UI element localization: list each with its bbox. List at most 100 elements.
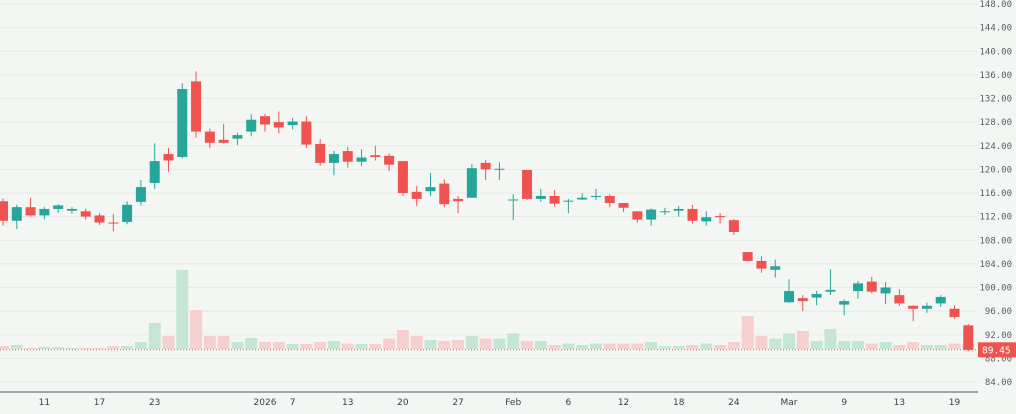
candle-body [149, 161, 160, 183]
time-axis[interactable]: 11 17 23 2026 7 13 20 27 Feb 6 12 18 24 Mar 9 13 19 [39, 398, 961, 408]
candle[interactable] [94, 213, 105, 225]
candle[interactable] [508, 194, 519, 221]
candle[interactable] [177, 83, 188, 159]
x-tick-label: 13 [894, 398, 905, 408]
candle[interactable] [880, 282, 891, 305]
candle[interactable] [494, 162, 505, 181]
candle-body [590, 195, 601, 197]
candle[interactable] [384, 153, 395, 172]
volume-bar [355, 344, 368, 349]
candle[interactable] [659, 207, 670, 215]
candle[interactable] [770, 259, 781, 278]
candle[interactable] [163, 148, 174, 172]
candle[interactable] [328, 151, 339, 176]
volume-bar [851, 341, 864, 349]
x-tick-label: 6 [566, 398, 572, 408]
candle[interactable] [480, 159, 491, 181]
candle[interactable] [715, 213, 726, 224]
candle[interactable] [356, 149, 367, 166]
candle[interactable] [742, 252, 753, 262]
candle[interactable] [949, 305, 960, 319]
y-tick-label: 144.00 [979, 24, 1012, 34]
candle[interactable] [549, 190, 560, 207]
candle[interactable] [894, 289, 905, 306]
volume-bar [865, 343, 878, 349]
candle[interactable] [191, 71, 202, 138]
candle[interactable] [866, 276, 877, 294]
candle[interactable] [563, 198, 574, 214]
candle[interactable] [370, 145, 381, 161]
y-tick-label: 104.00 [979, 260, 1012, 270]
volume-bars [0, 270, 975, 349]
volume-bar [603, 343, 616, 349]
candle[interactable] [963, 324, 974, 352]
volume-bar [38, 347, 51, 349]
candle[interactable] [935, 295, 946, 307]
volume-bar [755, 336, 768, 349]
y-tick-label: 136.00 [979, 71, 1012, 81]
candle-body [811, 293, 822, 298]
candle[interactable] [453, 195, 464, 214]
candle[interactable] [425, 172, 436, 196]
candle[interactable] [315, 139, 326, 166]
candle[interactable] [466, 164, 477, 198]
candle[interactable] [701, 211, 712, 226]
candle[interactable] [852, 281, 863, 299]
candle[interactable] [122, 201, 133, 225]
candle[interactable] [439, 179, 450, 208]
candle-body [701, 217, 712, 222]
volume-bar [176, 270, 189, 349]
candle[interactable] [839, 299, 850, 316]
candle[interactable] [646, 208, 657, 226]
candle[interactable] [246, 114, 257, 137]
candle[interactable] [673, 205, 684, 217]
candle-body [328, 154, 339, 163]
candle[interactable] [687, 204, 698, 224]
candle[interactable] [811, 291, 822, 306]
candle[interactable] [25, 197, 36, 217]
candle[interactable] [149, 143, 160, 189]
volume-bar [259, 342, 272, 349]
candle[interactable] [135, 180, 146, 206]
candle[interactable] [411, 185, 422, 206]
volume-bar [714, 345, 727, 349]
candle[interactable] [0, 198, 8, 226]
candle[interactable] [342, 146, 353, 168]
candle[interactable] [260, 113, 271, 132]
candle[interactable] [273, 111, 284, 134]
candle[interactable] [604, 194, 615, 208]
candle[interactable] [590, 188, 601, 201]
candle[interactable] [632, 211, 643, 223]
candle[interactable] [908, 305, 919, 322]
candle[interactable] [535, 188, 546, 202]
volume-bar [493, 338, 506, 349]
candle[interactable] [108, 214, 119, 232]
candle[interactable] [921, 302, 932, 313]
candle[interactable] [797, 295, 808, 312]
candle[interactable] [204, 128, 215, 149]
candle[interactable] [397, 161, 408, 196]
y-tick-label: 140.00 [979, 47, 1012, 57]
price-axis[interactable]: 84.00 88.00 92.00 96.00 100.00 104.00 108.00 11… [979, 0, 1012, 388]
candle[interactable] [53, 204, 64, 214]
candle[interactable] [66, 207, 77, 214]
candle[interactable] [784, 279, 795, 303]
candle[interactable] [728, 218, 739, 235]
candle-body [108, 222, 119, 224]
candle[interactable] [825, 269, 836, 296]
candle-body [742, 252, 753, 261]
candle[interactable] [756, 256, 767, 273]
volume-bar [934, 345, 947, 349]
candle[interactable] [577, 193, 588, 201]
candle[interactable] [301, 116, 312, 149]
candle[interactable] [618, 203, 629, 212]
candle[interactable] [522, 169, 533, 201]
candle[interactable] [287, 117, 298, 130]
candle[interactable] [218, 123, 229, 144]
candle[interactable] [11, 204, 22, 230]
candle[interactable] [80, 208, 91, 220]
candle[interactable] [232, 132, 243, 146]
candles [0, 71, 974, 352]
candle[interactable] [39, 207, 50, 220]
